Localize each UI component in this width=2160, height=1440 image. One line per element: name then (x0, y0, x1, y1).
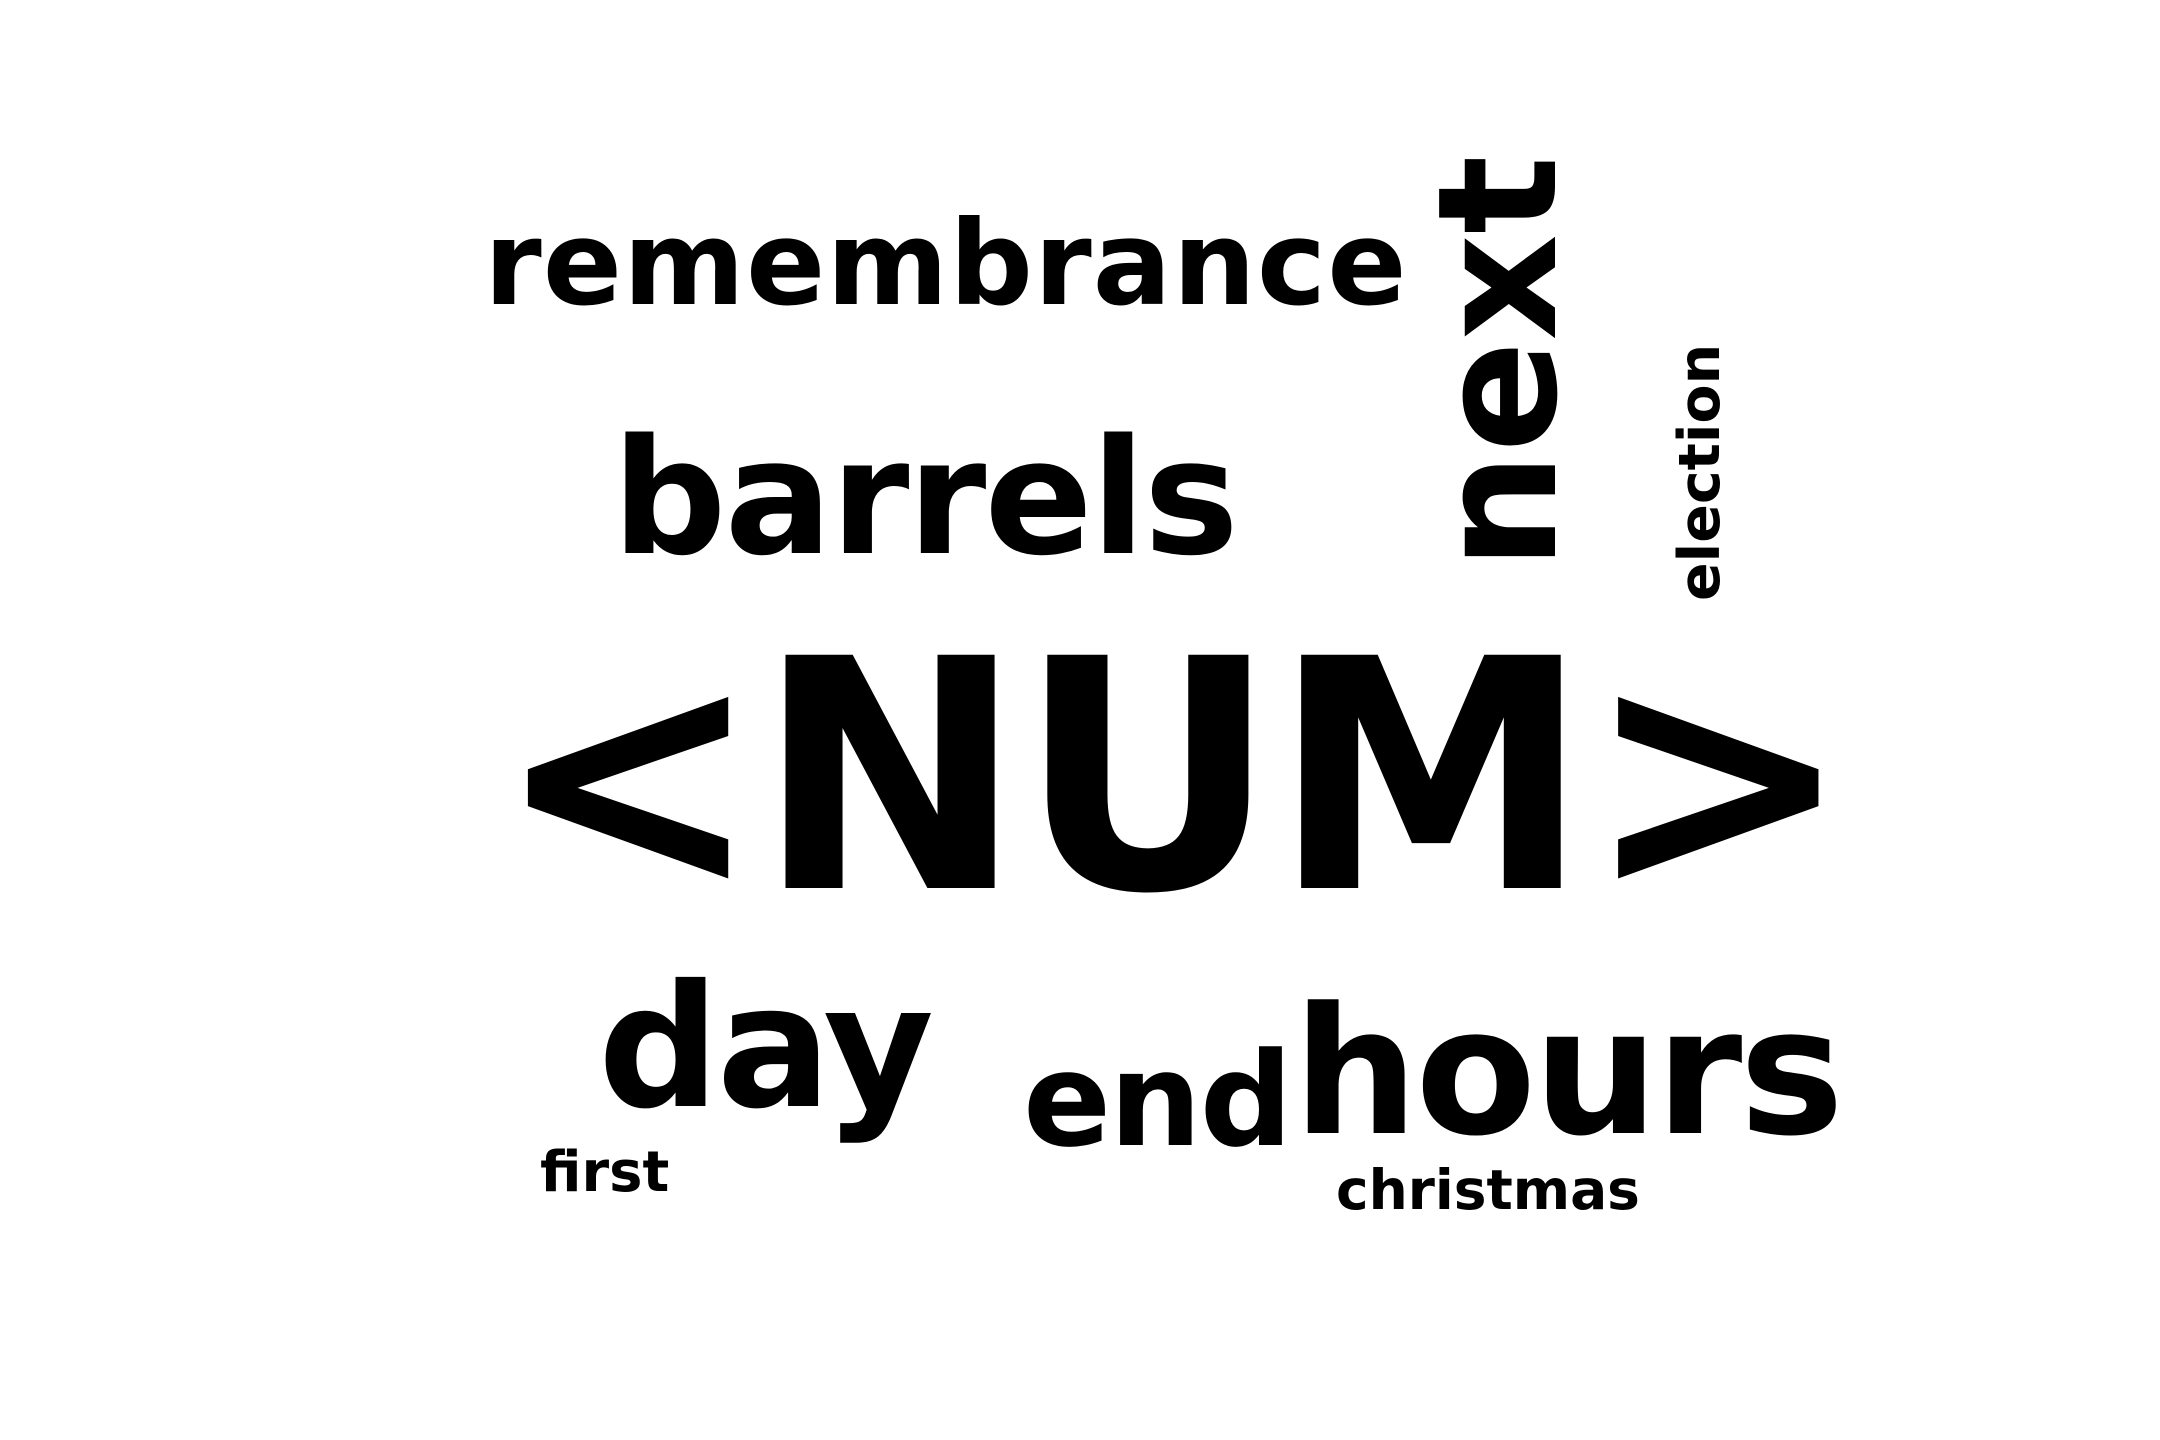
word-hours: hours (1293, 970, 1844, 1175)
word-day: day (598, 949, 934, 1147)
word-end: end (1023, 1024, 1293, 1176)
word-num: <NUM> (494, 592, 1852, 964)
word-next: next (1402, 155, 1594, 570)
word-christmas: christmas (1336, 1158, 1640, 1222)
word-remembrance: remembrance (484, 195, 1408, 332)
word-barrels: barrels (612, 404, 1239, 591)
word-election: election (1667, 343, 1733, 601)
word-first: first (540, 1140, 670, 1205)
